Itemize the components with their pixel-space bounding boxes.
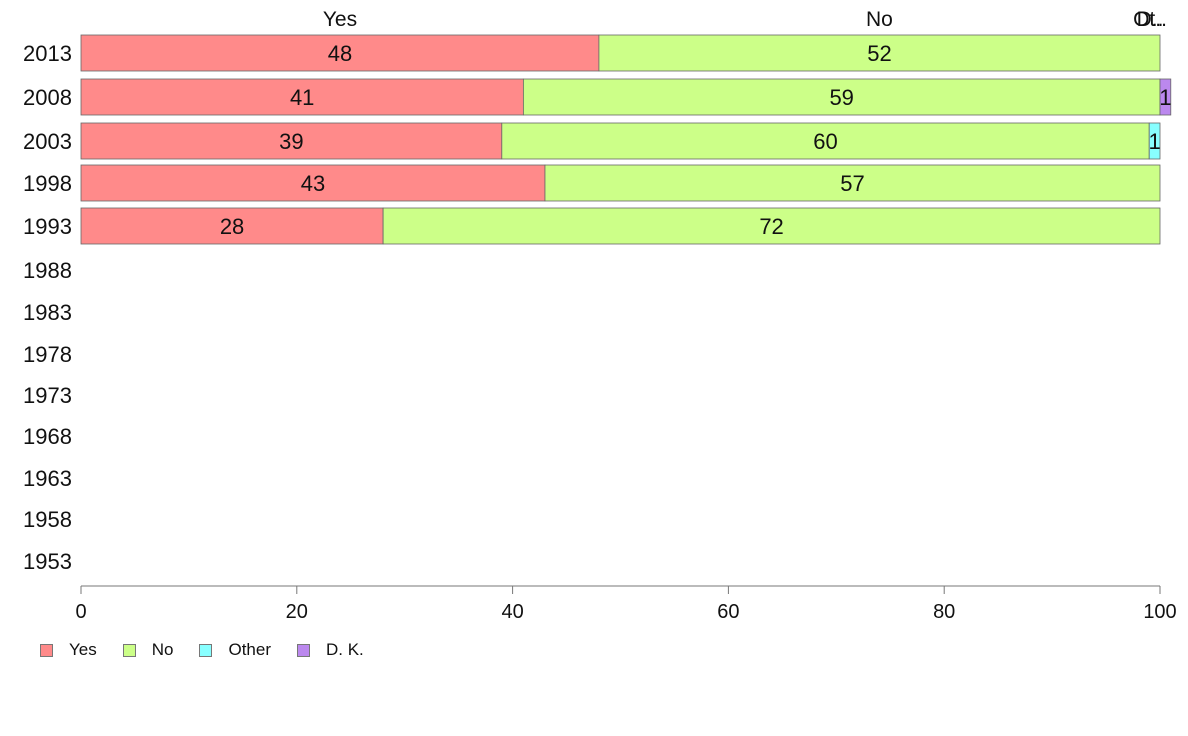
bar-value-label: 43: [301, 171, 325, 196]
legend-swatch: [122, 643, 136, 657]
legend-swatch: [297, 643, 310, 657]
bar-value-label: 60: [813, 129, 837, 154]
legend-label: No: [151, 640, 174, 659]
legend-item: No: [122, 640, 174, 660]
legend: Yes No Other D. K.: [40, 640, 390, 660]
stacked-bar-chart: Yes No Ot..D.. 2013 2008 2003 1998 1993 1988 1983…: [23, 8, 1177, 623]
year-label: 1963: [23, 466, 72, 491]
year-label: 1998: [23, 171, 72, 196]
bar-value-label: 41: [290, 85, 314, 110]
year-label: 1983: [23, 300, 72, 325]
bar-segment: [80, 207, 384, 245]
year-label: 2008: [23, 85, 72, 110]
bar-value-label: 39: [279, 129, 303, 154]
bar-value-label: 59: [829, 85, 853, 110]
x-tick-label: 40: [501, 601, 523, 623]
bar-segment: [382, 207, 1161, 245]
top-series-label: D..: [1137, 8, 1164, 31]
bar-value-label: 1: [1148, 129, 1160, 154]
year-label: 1968: [23, 424, 72, 449]
legend-item: D. K.: [297, 640, 364, 660]
legend-label: D. K.: [326, 640, 364, 659]
year-label: 1988: [23, 258, 72, 283]
year-label: 2003: [23, 129, 72, 154]
x-tick-label: 60: [717, 601, 739, 623]
bar-value-label: 1: [1159, 85, 1171, 110]
legend-swatch: [40, 643, 53, 657]
x-tick-label: 100: [1143, 601, 1176, 623]
bar-value-label: 52: [867, 41, 891, 66]
legend-swatch: [199, 643, 213, 657]
legend-label: Yes: [69, 640, 97, 659]
legend-label: Other: [228, 640, 271, 659]
year-label: 2013: [23, 41, 72, 66]
bar-segment: [501, 122, 1150, 160]
x-tick-label: 20: [286, 601, 308, 623]
bar-value-label: 48: [328, 41, 352, 66]
bar-segment: [598, 34, 1161, 72]
top-series-label: Yes: [323, 8, 357, 31]
bar-segment: [1148, 122, 1161, 160]
bar-segment: [80, 122, 503, 160]
legend-item: Yes: [40, 640, 97, 660]
year-label: 1953: [23, 549, 72, 574]
x-tick-label: 80: [933, 601, 955, 623]
bar-value-label: 72: [759, 214, 783, 239]
top-series-label: Ot..: [1133, 8, 1167, 31]
year-label: 1993: [23, 214, 72, 239]
bar-value-label: 57: [840, 171, 864, 196]
year-label: 1973: [23, 383, 72, 408]
year-label: 1958: [23, 507, 72, 532]
x-tick-label: 0: [75, 601, 86, 623]
bar-value-label: 28: [220, 214, 244, 239]
bar-segment: [1159, 78, 1172, 116]
year-label: 1978: [23, 342, 72, 367]
bar-segment: [544, 164, 1161, 202]
legend-item: Other: [199, 640, 271, 660]
top-series-label: No: [866, 8, 893, 31]
bar-segment: [80, 164, 546, 202]
